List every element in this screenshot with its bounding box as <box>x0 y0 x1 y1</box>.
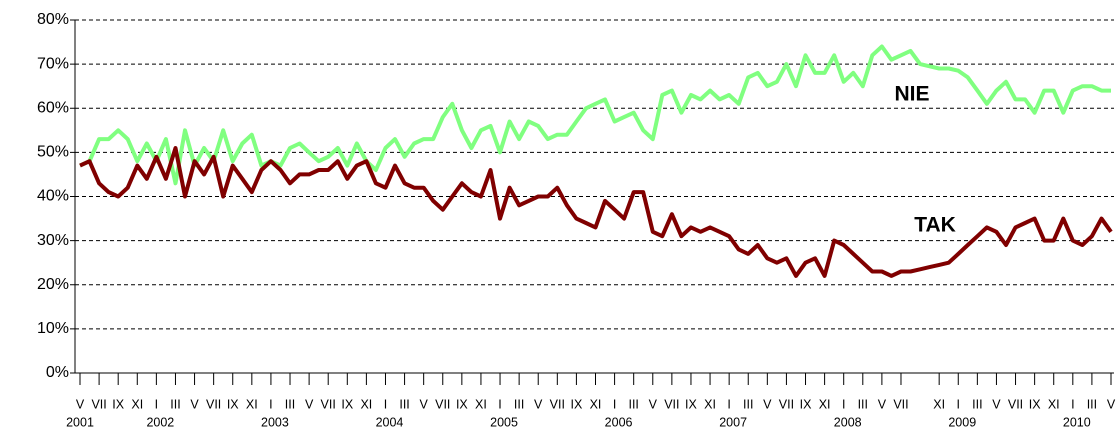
x-tick-label: VII <box>893 397 908 411</box>
x-tick-label: XI <box>1048 397 1060 411</box>
x-tick-label: XI <box>819 397 831 411</box>
series-label: TAK <box>914 214 956 237</box>
x-tick-label: I <box>727 397 730 411</box>
x-tick-label: III <box>1087 397 1097 411</box>
x-tick-label: V <box>763 397 772 411</box>
year-label: 2010 <box>1063 415 1091 429</box>
x-tick-label: XI <box>360 397 372 411</box>
y-tick-label: 10% <box>37 320 69 337</box>
x-tick-label: VII <box>550 397 565 411</box>
line-series <box>79 146 1113 278</box>
year-label: 2008 <box>834 415 862 429</box>
x-tick-label: V <box>878 397 887 411</box>
line-series <box>79 44 1111 186</box>
x-tick-label: IX <box>571 397 583 411</box>
x-tick-label: XI <box>475 397 487 411</box>
y-tick-label: 70% <box>37 55 69 72</box>
x-tick-label: IX <box>1029 397 1041 411</box>
year-label: 2002 <box>146 415 174 429</box>
x-tick-label: XI <box>131 397 143 411</box>
x-tick-label: VII <box>206 397 221 411</box>
x-tick-label: IX <box>456 397 468 411</box>
x-tick-label: V <box>1107 397 1116 411</box>
year-label: 2004 <box>376 415 404 429</box>
y-tick-label: 40% <box>37 188 69 205</box>
x-tick-label: VII <box>664 397 679 411</box>
y-tick-label: 30% <box>37 232 69 249</box>
year-label: 2006 <box>605 415 633 429</box>
year-label: 2009 <box>948 415 976 429</box>
x-tick-label: V <box>534 397 543 411</box>
x-tick-label: V <box>76 397 85 411</box>
x-tick-label: III <box>628 397 638 411</box>
x-tick-label: IX <box>341 397 353 411</box>
y-tick-label: 50% <box>37 144 69 161</box>
x-tick-label: V <box>419 397 428 411</box>
y-tick-label: 60% <box>37 99 69 116</box>
x-tick-label: I <box>957 397 960 411</box>
x-tick-label: III <box>514 397 524 411</box>
x-tick-label: VII <box>1008 397 1023 411</box>
x-tick-label: V <box>190 397 199 411</box>
y-tick-label: 80% <box>37 11 69 28</box>
x-tick-label: III <box>972 397 982 411</box>
x-tick-label: IX <box>227 397 239 411</box>
x-tick-label: I <box>269 397 272 411</box>
x-tick-label: IX <box>800 397 812 411</box>
x-tick-label: XI <box>933 397 945 411</box>
x-tick-label: I <box>384 397 387 411</box>
x-tick-label: III <box>170 397 180 411</box>
x-tick-label: VII <box>435 397 450 411</box>
x-tick-label: I <box>613 397 616 411</box>
x-tick-label: IX <box>685 397 697 411</box>
y-tick-label: 0% <box>46 364 69 381</box>
x-tick-label: III <box>743 397 753 411</box>
x-tick-label: I <box>842 397 845 411</box>
x-tick-label: I <box>1071 397 1074 411</box>
x-tick-label: IX <box>112 397 124 411</box>
x-tick-label: I <box>155 397 158 411</box>
x-tick-label: VII <box>91 397 106 411</box>
year-label: 2007 <box>719 415 747 429</box>
x-tick-label: III <box>285 397 295 411</box>
x-tick-label: XI <box>246 397 258 411</box>
x-tick-label: V <box>649 397 658 411</box>
year-label: 2001 <box>66 415 94 429</box>
x-tick-label: III <box>858 397 868 411</box>
y-tick-label: 20% <box>37 276 69 293</box>
x-tick-label: XI <box>704 397 716 411</box>
x-tick-label: XI <box>590 397 602 411</box>
x-tick-label: I <box>498 397 501 411</box>
x-tick-label: V <box>992 397 1001 411</box>
year-label: 2005 <box>490 415 518 429</box>
x-tick-label: III <box>399 397 409 411</box>
x-tick-label: VII <box>321 397 336 411</box>
series-label: NIE <box>894 83 929 106</box>
x-tick-label: V <box>305 397 314 411</box>
x-tick-label: VII <box>779 397 794 411</box>
year-label: 2003 <box>261 415 289 429</box>
